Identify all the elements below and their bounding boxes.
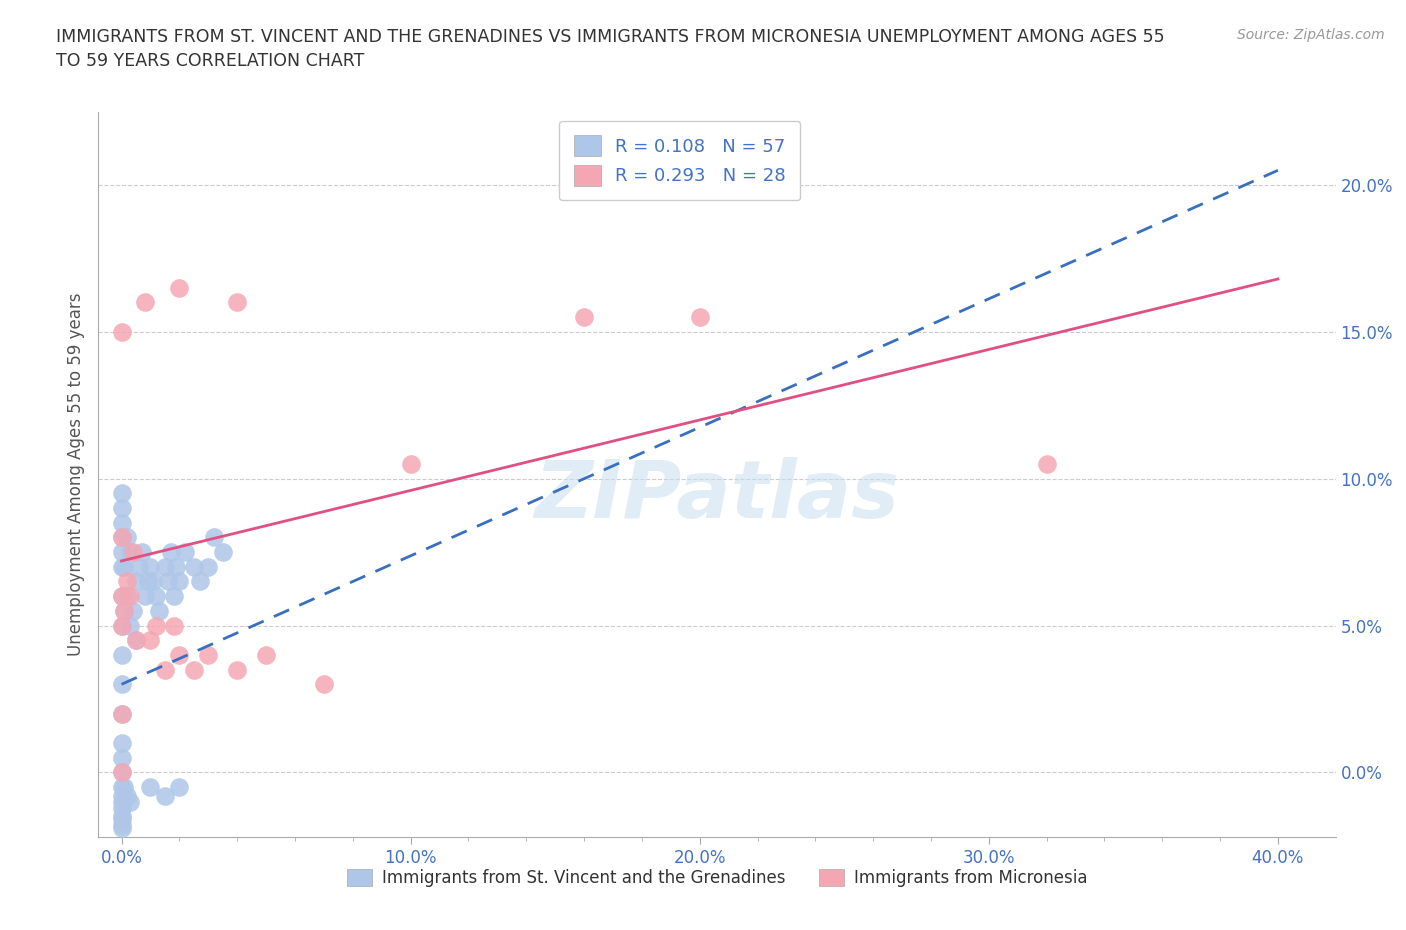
Point — [117, 589, 139, 604]
Point — [110, 706, 132, 721]
Point — [110, 794, 132, 809]
Point — [139, 779, 162, 794]
Point — [110, 589, 132, 604]
Point — [183, 662, 205, 677]
Point — [226, 662, 249, 677]
Point — [153, 662, 176, 677]
Point — [211, 545, 233, 560]
Point — [110, 817, 132, 832]
Point — [134, 295, 156, 310]
Point — [110, 325, 132, 339]
Point — [159, 545, 181, 560]
Point — [110, 765, 132, 780]
Point — [128, 559, 150, 574]
Point — [169, 647, 191, 662]
Point — [110, 821, 132, 836]
Point — [689, 310, 711, 325]
Point — [202, 530, 225, 545]
Point — [110, 486, 132, 501]
Point — [169, 574, 191, 589]
Point — [122, 545, 145, 560]
Point — [125, 574, 148, 589]
Point — [120, 794, 142, 809]
Point — [114, 604, 136, 618]
Point — [110, 800, 132, 815]
Point — [110, 647, 132, 662]
Point — [117, 574, 139, 589]
Point — [110, 736, 132, 751]
Point — [120, 618, 142, 633]
Point — [145, 589, 167, 604]
Point — [148, 604, 170, 618]
Point — [131, 545, 153, 560]
Point — [125, 632, 148, 647]
Point — [153, 789, 176, 804]
Point — [139, 559, 162, 574]
Point — [572, 310, 595, 325]
Point — [197, 559, 219, 574]
Point — [120, 589, 142, 604]
Text: Source: ZipAtlas.com: Source: ZipAtlas.com — [1237, 28, 1385, 42]
Point — [110, 812, 132, 827]
Point — [110, 706, 132, 721]
Point — [110, 779, 132, 794]
Point — [110, 530, 132, 545]
Point — [110, 677, 132, 692]
Point — [145, 618, 167, 633]
Point — [110, 500, 132, 515]
Point — [169, 779, 191, 794]
Point — [110, 559, 132, 574]
Point — [312, 677, 335, 692]
Legend: Immigrants from St. Vincent and the Grenadines, Immigrants from Micronesia: Immigrants from St. Vincent and the Gren… — [340, 862, 1094, 894]
Point — [399, 457, 422, 472]
Point — [120, 545, 142, 560]
Point — [139, 632, 162, 647]
Point — [169, 280, 191, 295]
Point — [117, 789, 139, 804]
Point — [142, 574, 165, 589]
Point — [1035, 457, 1057, 472]
Point — [110, 530, 132, 545]
Point — [110, 515, 132, 530]
Point — [254, 647, 277, 662]
Point — [114, 604, 136, 618]
Point — [153, 559, 176, 574]
Point — [110, 618, 132, 633]
Text: IMMIGRANTS FROM ST. VINCENT AND THE GRENADINES VS IMMIGRANTS FROM MICRONESIA UNE: IMMIGRANTS FROM ST. VINCENT AND THE GREN… — [56, 28, 1164, 70]
Point — [188, 574, 211, 589]
Point — [110, 589, 132, 604]
Point — [110, 545, 132, 560]
Point — [110, 809, 132, 824]
Point — [166, 559, 188, 574]
Point — [110, 789, 132, 804]
Point — [114, 559, 136, 574]
Y-axis label: Unemployment Among Ages 55 to 59 years: Unemployment Among Ages 55 to 59 years — [66, 293, 84, 656]
Point — [183, 559, 205, 574]
Point — [162, 589, 184, 604]
Point — [134, 589, 156, 604]
Text: ZIPatlas: ZIPatlas — [534, 457, 900, 535]
Point — [110, 765, 132, 780]
Point — [162, 618, 184, 633]
Point — [174, 545, 197, 560]
Point — [122, 604, 145, 618]
Point — [156, 574, 179, 589]
Point — [110, 751, 132, 765]
Point — [125, 632, 148, 647]
Point — [226, 295, 249, 310]
Point — [136, 574, 159, 589]
Point — [110, 618, 132, 633]
Point — [197, 647, 219, 662]
Point — [117, 530, 139, 545]
Point — [114, 779, 136, 794]
